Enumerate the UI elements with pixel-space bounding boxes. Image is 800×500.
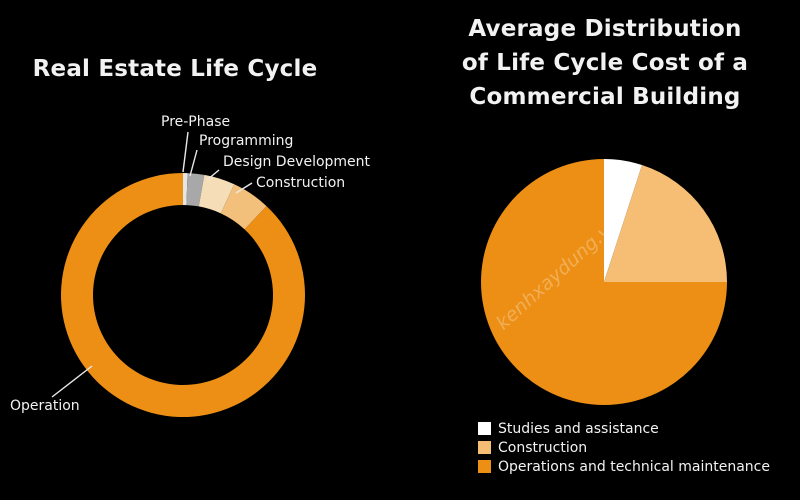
donut-slice-design-development (198, 174, 235, 214)
left-chart-title: Real Estate Life Cycle (32, 56, 318, 82)
leader-pre-phase (182, 131, 189, 173)
pie-slice-studies-and-assistance (604, 159, 643, 282)
label-pre-phase: Pre-Phase (161, 114, 230, 130)
donut-slice-operation (60, 173, 305, 417)
donut-slice-construction (220, 184, 267, 230)
legend-label-studies: Studies and assistance (498, 420, 659, 437)
donut-slice-pre-phase (183, 173, 188, 206)
donut-chart (60, 173, 305, 417)
legend-label-operations: Operations and technical maintenance (498, 458, 770, 475)
right-title-line-2: of Life Cycle Cost of a (461, 50, 749, 76)
leader-programming (189, 149, 198, 177)
legend-item-construction: Construction (478, 438, 770, 457)
pie-slice-construction (604, 165, 727, 282)
pie-legend: Studies and assistance Construction Oper… (478, 419, 770, 476)
label-programming: Programming (199, 133, 293, 149)
legend-swatch-studies (478, 422, 491, 435)
label-design-development: Design Development (223, 154, 371, 170)
right-title-line-1: Average Distribution (468, 16, 742, 42)
legend-swatch-operations (478, 460, 491, 473)
legend-swatch-construction (478, 441, 491, 454)
pie-slice-operations-and-technical-maintenance (481, 159, 727, 405)
leader-construction (235, 182, 253, 194)
label-operation: Operation (10, 398, 80, 414)
right-chart-title: Average Distribution of Life Cycle Cost … (445, 12, 765, 114)
legend-label-construction: Construction (498, 439, 588, 456)
leader-operation (51, 365, 93, 398)
leader-design-development (206, 169, 220, 181)
legend-item-studies: Studies and assistance (478, 419, 770, 438)
pie-chart (481, 159, 727, 405)
legend-item-operations: Operations and technical maintenance (478, 457, 770, 476)
donut-slice-programming (186, 173, 205, 207)
label-construction: Construction (256, 175, 345, 191)
right-title-line-3: Commercial Building (469, 84, 741, 110)
donut-labels: Pre-Phase Programming Design Development… (10, 114, 371, 414)
